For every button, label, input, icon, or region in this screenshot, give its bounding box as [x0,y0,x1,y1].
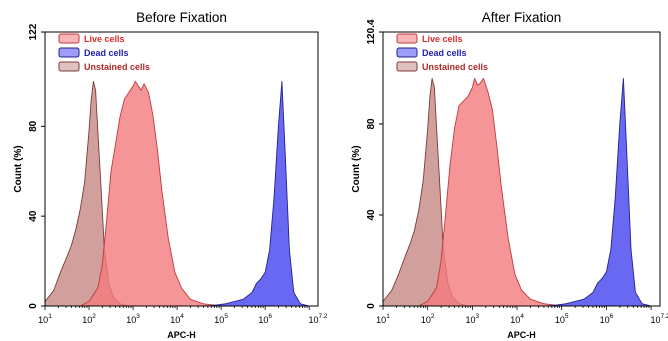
x-tick-label: 102 [82,313,96,325]
legend-label-dead: Dead cells [84,48,129,58]
legend-swatch-unstained [396,61,418,72]
x-tick-label: 101 [376,313,390,325]
y-tick-label: 40 [28,210,39,222]
y-tick-label: 0 [28,303,39,309]
x-tick-label: 104 [170,313,184,325]
x-tick-label: 104 [510,313,524,325]
x-tick-label: 105 [555,313,569,325]
series-dead-area [207,80,310,307]
series-dead-area [547,77,652,307]
y-tick-label: 40 [366,209,377,221]
y-tick-label: 122 [28,23,39,40]
x-tick-label: 106 [258,313,272,325]
legend: Live cells Dead cells Unstained cells [58,33,150,72]
legend-swatch-unstained [58,61,80,72]
legend: Live cells Dead cells Unstained cells [396,33,488,72]
legend-label-live: Live cells [84,34,125,44]
x-axis-label: APC-H [167,330,196,340]
y-tick-label: 80 [28,120,39,132]
x-tick-label: 107.2 [308,313,327,325]
legend-swatch-dead [58,47,80,58]
legend-label-dead: Dead cells [422,48,467,58]
legend-label-unstained: Unstained cells [422,62,488,72]
plot-frame [382,31,661,307]
legend-swatch-live [396,33,418,44]
y-tick-label: 120.4 [366,19,377,44]
legend-label-unstained: Unstained cells [84,62,150,72]
chart-panel-2: After Fixation 0 40 80 120.4 Count (%) 101 102 1… [351,10,668,340]
legend-swatch-dead [396,47,418,58]
x-tick-label: 103 [466,313,480,325]
x-tick-label: 103 [126,313,140,325]
chart-title: After Fixation [482,10,562,25]
x-tick-label: 102 [421,313,435,325]
legend-swatch-live [58,33,80,44]
x-tick-label: 106 [600,313,614,325]
series-live-area [418,77,563,307]
plot-frame [44,31,319,307]
chart-title: Before Fixation [136,10,227,25]
y-tick-label: 80 [366,118,377,130]
y-axis-label: Count (%) [351,145,362,192]
x-tick-label: 107.2 [650,313,668,325]
chart-panel-1: Before Fixation 0 40 80 122 Count (%) 101 102 10… [13,10,328,340]
y-tick-label: 0 [366,303,377,309]
x-tick-label: 105 [214,313,228,325]
y-axis-label: Count (%) [13,145,24,192]
legend-label-live: Live cells [422,34,463,44]
series-live-area [79,80,222,307]
x-tick-label: 101 [38,313,52,325]
x-axis-label: APC-H [507,330,536,340]
